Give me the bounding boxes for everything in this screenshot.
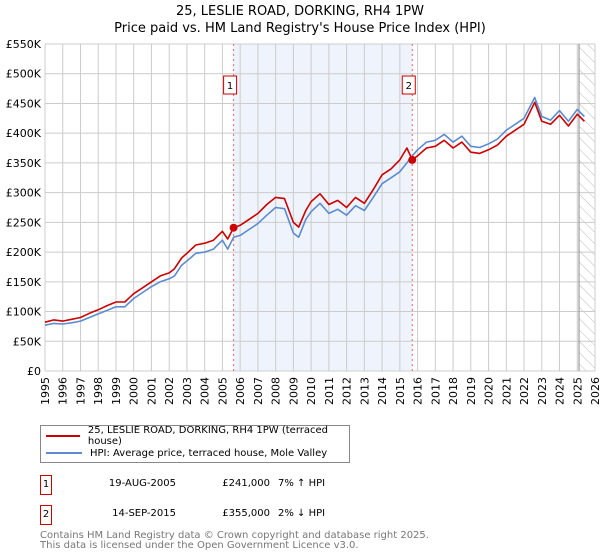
sale-date: 14-SEP-2015 — [112, 508, 176, 519]
x-tick-label: 2016 — [412, 377, 425, 405]
x-tick-label: 2010 — [305, 377, 318, 405]
property-series-line — [44, 101, 585, 323]
sale-point — [408, 155, 417, 164]
y-tick-label: £0 — [27, 365, 41, 378]
sale-marker-label: 2 — [406, 81, 412, 92]
x-tick-label: 2015 — [394, 377, 407, 405]
y-tick-label: £350K — [6, 157, 42, 170]
x-tick-label: 2002 — [163, 377, 176, 405]
legend-item-hpi: HPI: Average price, terraced house, Mole… — [46, 446, 327, 460]
legend-label: 25, LESLIE ROAD, DORKING, RH4 1PW (terra… — [87, 425, 328, 447]
chart-subtitle: Price paid vs. HM Land Registry's House … — [114, 21, 486, 36]
y-tick-label: £100K — [6, 306, 42, 319]
x-tick-label: 2006 — [234, 377, 247, 405]
y-tick-label: £300K — [6, 187, 42, 200]
x-tick-label: 2000 — [128, 377, 141, 405]
x-tick-label: 2008 — [270, 377, 283, 405]
y-tick-label: £550K — [6, 38, 42, 51]
sale-marker-box — [223, 75, 238, 95]
plot-area: 1995 1996 1997 1998 1999 2000 2001 2002 2003 2004… — [6, 38, 600, 405]
y-tick-label: £200K — [6, 246, 42, 259]
y-tick-label: £450K — [6, 97, 42, 110]
x-tick-label: 1997 — [74, 377, 87, 405]
y-tick-label: £50K — [13, 335, 42, 348]
sale-hpi-diff: 7% ↑ HPI — [278, 478, 326, 489]
legend-item-property: 25, LESLIE ROAD, DORKING, RH4 1PW (terra… — [46, 425, 349, 447]
sale-date: 19-AUG-2005 — [108, 478, 176, 489]
x-tick-label: 2022 — [518, 377, 531, 405]
sale-hpi-diff: 2% ↓ HPI — [278, 508, 326, 519]
x-tick-label: 2014 — [376, 377, 389, 405]
x-tick-label: 1998 — [92, 377, 105, 405]
legend-label: HPI: Average price, terraced house, Mole… — [90, 447, 328, 459]
x-tick-label: 1995 — [39, 377, 52, 405]
x-tick-label: 2018 — [447, 377, 460, 405]
x-tick-label: 2005 — [216, 377, 229, 405]
x-tick-label: 1996 — [57, 377, 70, 405]
y-tick-label: £500K — [6, 68, 42, 81]
x-tick-label: 2021 — [500, 377, 513, 405]
y-tick-label: £400K — [6, 127, 42, 140]
sale-marker-box — [401, 75, 416, 95]
footer: Contains HM Land Registry data © Crown c… — [40, 531, 429, 551]
x-tick-label: 2020 — [483, 377, 496, 405]
y-tick-label: £250K — [6, 216, 42, 229]
x-tick-label: 2012 — [341, 377, 354, 405]
x-tick-label: 2004 — [199, 377, 212, 405]
footer-copyright: Contains HM Land Registry data © Crown c… — [40, 530, 429, 541]
x-tick-label: 2009 — [287, 377, 300, 405]
x-tick-label: 2017 — [429, 377, 442, 405]
x-tick-label: 2019 — [465, 377, 478, 405]
y-tick-label: £150K — [6, 276, 42, 289]
sale-price: £355,000 — [222, 508, 270, 519]
x-tick-label: 2011 — [323, 377, 336, 405]
sale-marker-label: 1 — [227, 81, 233, 92]
forecast-hatch — [579, 44, 595, 371]
x-tick-label: 2023 — [536, 377, 549, 405]
x-tick-label: 2025 — [571, 377, 584, 405]
hpi-series-line — [44, 96, 585, 326]
sale-point — [229, 223, 238, 232]
x-tick-label: 2013 — [358, 377, 371, 405]
chart-title: 25, LESLIE ROAD, DORKING, RH4 1PW — [175, 4, 424, 19]
footer-licence: This data is licensed under the Open Gov… — [40, 540, 359, 551]
x-tick-label: 2001 — [145, 377, 158, 405]
legend-swatch-red — [46, 435, 80, 437]
legend-swatch-blue — [46, 452, 82, 454]
sale-price: £241,000 — [222, 478, 270, 489]
x-tick-label: 1999 — [110, 377, 123, 405]
sale-marker-label: 2 — [40, 505, 52, 525]
legend: 25, LESLIE ROAD, DORKING, RH4 1PW (terra… — [40, 425, 350, 463]
x-tick-label: 2026 — [589, 377, 600, 405]
x-tick-label: 2024 — [554, 377, 567, 405]
x-tick-label: 2003 — [181, 377, 194, 405]
x-tick-label: 2007 — [252, 377, 265, 405]
sale-marker-label: 1 — [40, 475, 52, 495]
